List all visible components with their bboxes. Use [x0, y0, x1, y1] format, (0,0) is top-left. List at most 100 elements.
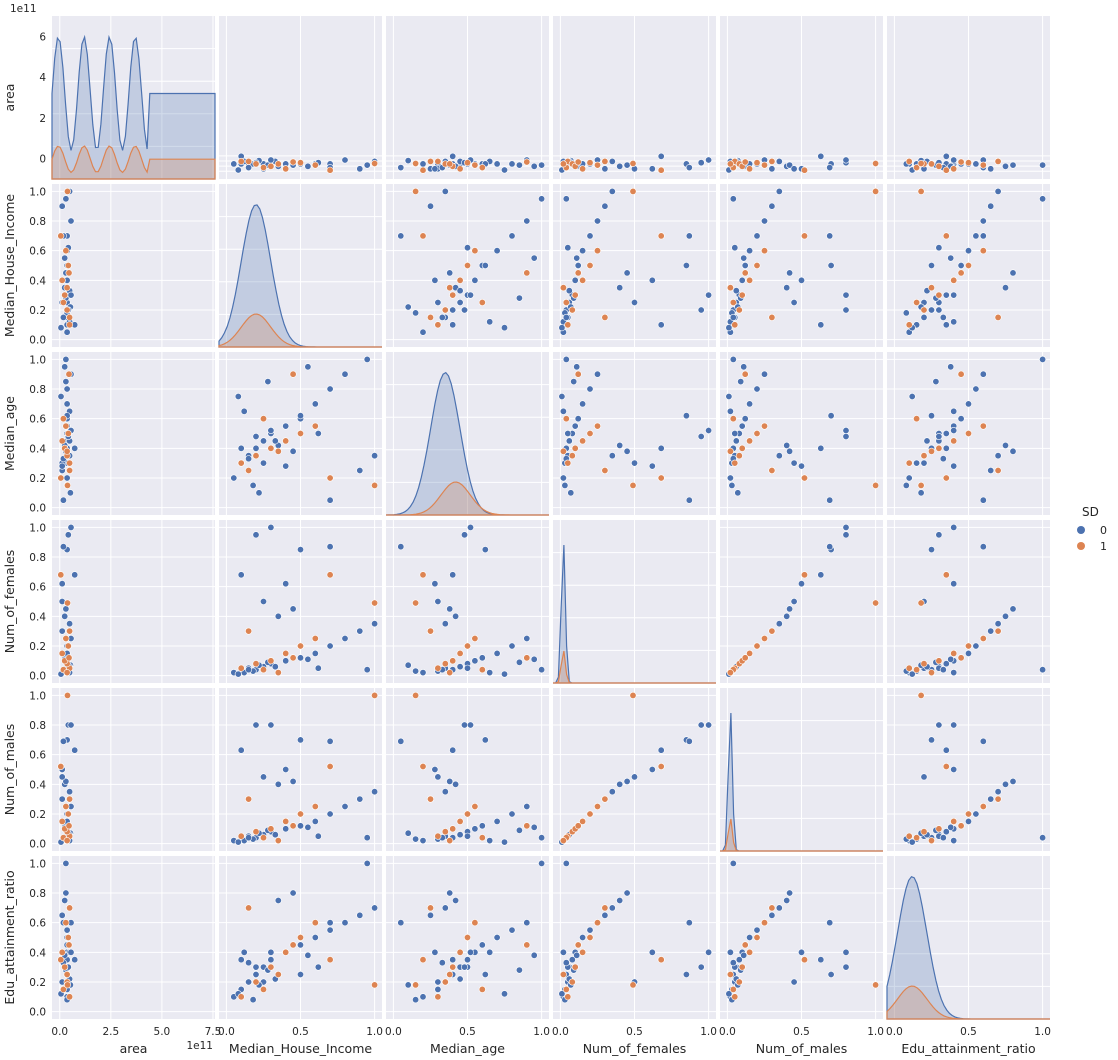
- data-point-series-0: [562, 313, 570, 321]
- data-point-series-0: [419, 328, 427, 336]
- data-point-series-1: [994, 627, 1002, 635]
- data-point-series-0: [67, 291, 75, 299]
- data-point-series-1: [800, 166, 808, 174]
- data-point-series-1: [259, 834, 267, 842]
- data-point-series-0: [979, 496, 987, 504]
- data-point-series-0: [404, 157, 412, 165]
- data-point-series-0: [947, 655, 955, 663]
- data-point-series-0: [326, 919, 334, 927]
- data-point-series-0: [62, 378, 70, 386]
- data-point-series-0: [397, 737, 405, 745]
- legend-marker-0: [1077, 526, 1085, 534]
- data-point-series-1: [800, 232, 808, 240]
- data-point-series-0: [586, 232, 594, 240]
- data-point-series-0: [397, 232, 405, 240]
- data-point-series-1: [601, 466, 609, 474]
- data-point-series-1: [282, 165, 290, 173]
- panel-Median_age-vs-Num_of_males: [720, 352, 883, 515]
- data-point-series-0: [67, 948, 75, 956]
- data-point-series-0: [271, 663, 279, 671]
- data-point-series-1: [746, 948, 754, 956]
- data-point-series-1: [979, 247, 987, 255]
- legend-title: SD: [1082, 505, 1099, 519]
- data-point-series-0: [939, 666, 947, 674]
- data-point-series-1: [289, 370, 297, 378]
- data-point-series-0: [58, 580, 66, 588]
- data-point-series-0: [905, 474, 913, 482]
- panel-area-vs-Median_age: [386, 16, 549, 179]
- data-point-series-0: [979, 370, 987, 378]
- data-point-series-1: [735, 452, 743, 460]
- data-point-series-0: [729, 313, 737, 321]
- data-point-series-1: [282, 437, 290, 445]
- data-point-series-1: [593, 802, 601, 810]
- data-point-series-0: [434, 773, 442, 781]
- data-point-series-0: [234, 166, 242, 174]
- data-point-series-1: [471, 247, 479, 255]
- panel-Edu_attainment_ratio-vs-Median_age: 0.0 0.5 1.0 Median_age: [385, 856, 550, 1056]
- data-point-series-0: [729, 959, 737, 967]
- data-point-series-1: [282, 948, 290, 956]
- data-point-series-0: [753, 232, 761, 240]
- data-point-series-1: [61, 963, 69, 971]
- data-point-series-0: [62, 195, 70, 203]
- data-point-series-1: [657, 232, 665, 240]
- data-point-series-1: [64, 691, 72, 699]
- x-tick-label: 2.5: [102, 1026, 119, 1038]
- x-tick-label: 0.5: [292, 1026, 309, 1038]
- data-point-series-0: [964, 247, 972, 255]
- data-point-series-0: [786, 447, 794, 455]
- panel-Edu_attainment_ratio-vs-area: 0.0 0.2 0.4 0.6 0.8 1.0 Edu_attainment_ratio 0.…: [2, 856, 221, 1056]
- data-point-series-0: [63, 328, 71, 336]
- data-point-series-0: [842, 156, 850, 164]
- data-point-series-1: [559, 837, 567, 845]
- data-point-series-0: [648, 765, 656, 773]
- data-point-series-1: [441, 660, 449, 668]
- data-point-series-0: [942, 746, 950, 754]
- data-point-series-0: [289, 447, 297, 455]
- data-point-series-0: [419, 160, 427, 168]
- data-point-series-0: [950, 426, 958, 434]
- data-point-series-1: [571, 444, 579, 452]
- data-point-series-0: [987, 165, 995, 173]
- data-point-series-0: [737, 378, 745, 386]
- panel-area-vs-Num_of_males: [720, 16, 883, 179]
- data-point-series-0: [282, 422, 290, 430]
- data-point-series-0: [608, 157, 616, 165]
- data-point-series-1: [913, 298, 921, 306]
- y-axis-label: Median_age: [2, 396, 17, 471]
- data-point-series-0: [481, 546, 489, 554]
- data-point-series-0: [245, 455, 253, 463]
- data-point-series-0: [902, 481, 910, 489]
- data-point-series-0: [500, 324, 508, 332]
- data-point-series-0: [363, 355, 371, 363]
- data-point-series-0: [58, 627, 66, 635]
- panel-background: [52, 520, 215, 683]
- data-point-series-0: [601, 911, 609, 919]
- data-point-series-0: [314, 429, 322, 437]
- data-point-series-0: [562, 195, 570, 203]
- kde-series-1: [886, 985, 1050, 1020]
- data-point-series-0: [523, 217, 531, 225]
- data-point-series-1: [419, 762, 427, 770]
- data-point-series-0: [964, 400, 972, 408]
- data-point-series-0: [827, 412, 835, 420]
- data-point-series-1: [59, 415, 67, 423]
- data-point-series-0: [927, 412, 935, 420]
- data-point-series-0: [500, 990, 508, 998]
- data-point-series-1: [296, 933, 304, 941]
- data-point-series-0: [296, 970, 304, 978]
- data-point-series-0: [734, 489, 742, 497]
- data-point-series-0: [826, 496, 834, 504]
- data-point-series-1: [741, 158, 749, 166]
- x-tick-label: 0.5: [793, 1026, 810, 1038]
- data-point-series-0: [57, 392, 65, 400]
- data-point-series-1: [726, 447, 734, 455]
- data-point-series-1: [64, 481, 72, 489]
- data-point-series-0: [62, 859, 70, 867]
- data-point-series-0: [326, 496, 334, 504]
- data-point-series-1: [456, 948, 464, 956]
- data-point-series-0: [573, 254, 581, 262]
- data-point-series-1: [245, 157, 253, 165]
- data-point-series-1: [601, 904, 609, 912]
